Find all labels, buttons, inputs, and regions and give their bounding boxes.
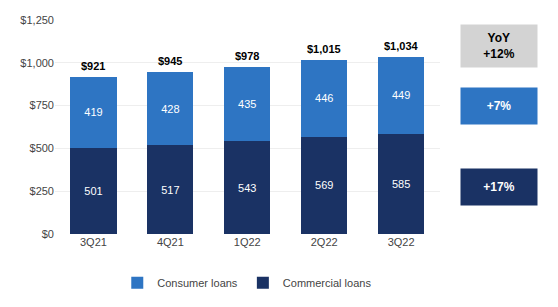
svg-text:2Q22: 2Q22 (311, 236, 338, 248)
svg-text:Consumer loans: Consumer loans (157, 277, 238, 289)
svg-text:$750: $750 (30, 99, 54, 111)
svg-text:4Q21: 4Q21 (157, 236, 184, 248)
svg-text:+7%: +7% (487, 99, 512, 113)
svg-text:$921: $921 (81, 60, 105, 72)
svg-text:$0: $0 (42, 228, 54, 240)
svg-text:449: 449 (392, 89, 410, 101)
svg-text:569: 569 (315, 179, 333, 191)
svg-text:435: 435 (238, 98, 256, 110)
svg-text:446: 446 (315, 92, 333, 104)
svg-text:$1,250: $1,250 (20, 14, 54, 26)
svg-text:3Q21: 3Q21 (80, 236, 107, 248)
svg-text:1Q22: 1Q22 (234, 236, 261, 248)
svg-text:$1,000: $1,000 (20, 57, 54, 69)
svg-text:Commercial loans: Commercial loans (283, 277, 372, 289)
svg-text:$1,015: $1,015 (307, 43, 341, 55)
svg-text:$945: $945 (158, 55, 182, 67)
svg-text:+17%: +17% (483, 180, 514, 194)
svg-text:585: 585 (392, 178, 410, 190)
svg-text:428: 428 (161, 103, 179, 115)
svg-text:543: 543 (238, 182, 256, 194)
svg-text:419: 419 (84, 106, 102, 118)
svg-text:YoY+12%: YoY+12% (483, 31, 514, 61)
svg-text:3Q22: 3Q22 (388, 236, 415, 248)
svg-text:$978: $978 (235, 50, 259, 62)
svg-text:501: 501 (84, 185, 102, 197)
svg-text:$1,034: $1,034 (384, 40, 419, 52)
svg-text:$250: $250 (30, 185, 54, 197)
svg-text:517: 517 (161, 184, 179, 196)
svg-text:$500: $500 (30, 142, 54, 154)
